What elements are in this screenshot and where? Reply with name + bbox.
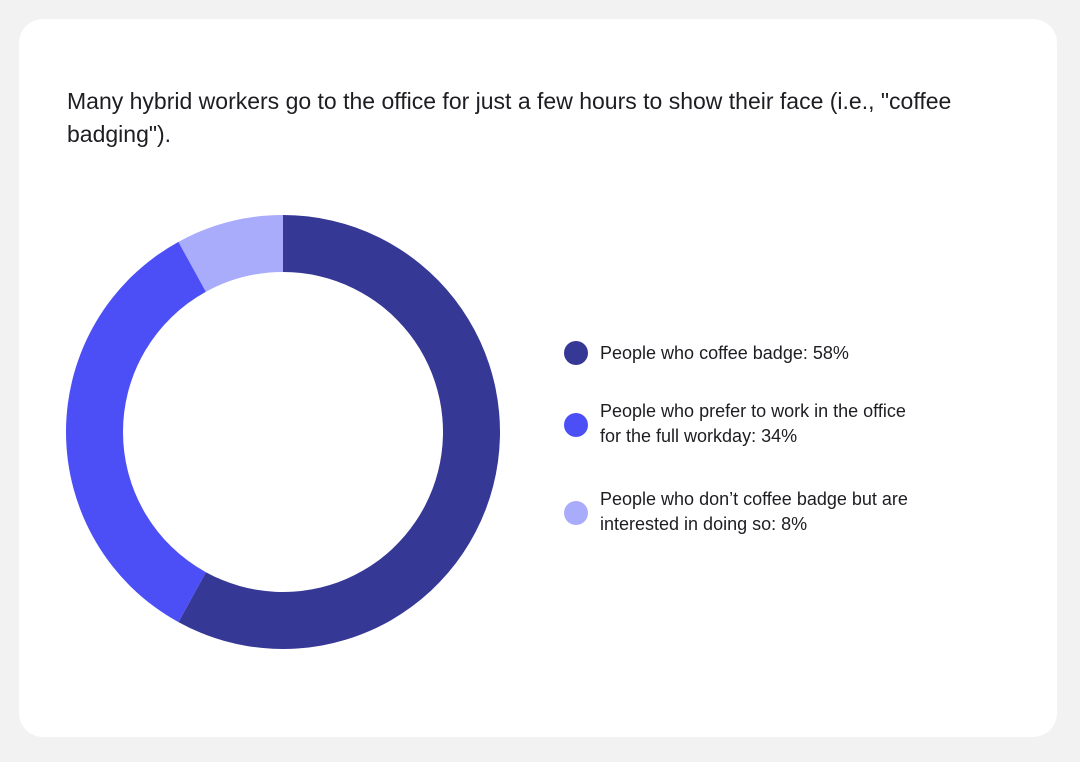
donut-chart xyxy=(66,215,500,649)
legend-label-coffee-badge: People who coffee badge: 58% xyxy=(600,343,849,363)
legend-swatch-full-workday xyxy=(564,413,588,437)
legend-swatch-coffee-badge xyxy=(564,341,588,365)
chart-title: Many hybrid workers go to the office for… xyxy=(67,88,952,147)
donut-slice-full-workday xyxy=(66,241,206,623)
legend-label-interested: People who don’t coffee badge but are in… xyxy=(600,489,908,534)
legend-label-full-workday: People who prefer to work in the office … xyxy=(600,401,906,446)
chart-card: Many hybrid workers go to the office for… xyxy=(19,19,1057,737)
donut-slice-coffee-badge xyxy=(178,215,500,649)
donut-slice-interested xyxy=(178,215,283,292)
legend-swatch-interested xyxy=(564,501,588,525)
